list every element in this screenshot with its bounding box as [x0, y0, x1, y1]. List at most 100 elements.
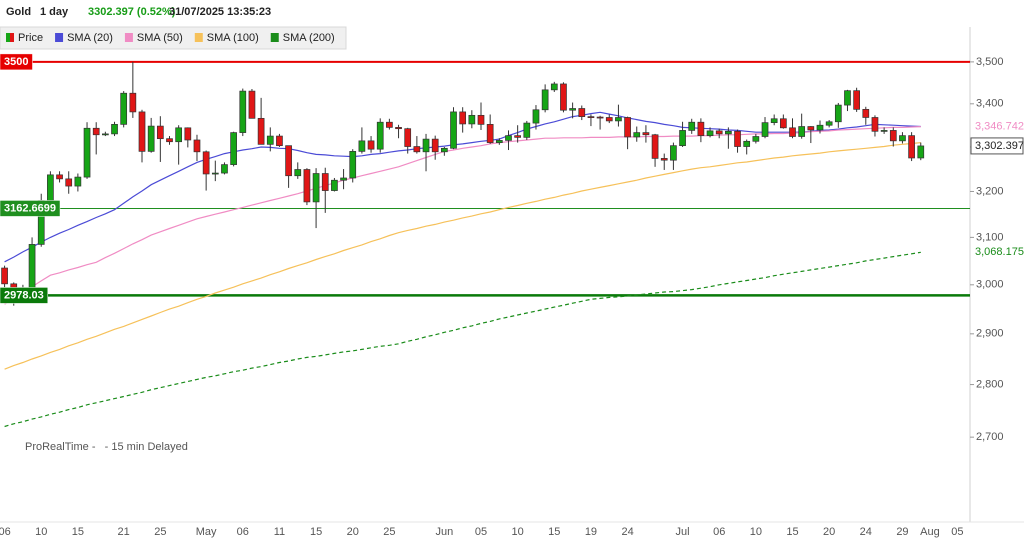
candle-body — [743, 140, 751, 147]
legend-label: SMA (20) — [67, 32, 113, 44]
x-tick-label: 05 — [951, 526, 963, 538]
value-label-box — [971, 118, 1023, 135]
candle-body — [853, 90, 860, 110]
candle-body — [651, 134, 659, 159]
candle-body — [303, 169, 311, 203]
legend-swatch — [55, 33, 64, 42]
candle-body — [257, 117, 265, 145]
candle-body — [706, 130, 714, 136]
candle-body — [248, 90, 256, 119]
candle-body — [779, 118, 787, 129]
candle-body — [807, 126, 815, 131]
candle-body — [266, 135, 274, 145]
x-tick-label: 10 — [512, 526, 524, 538]
x-tick-label: 06 — [0, 526, 11, 538]
candle-body — [193, 139, 201, 153]
x-tick-label: 15 — [786, 526, 798, 538]
x-tick-label: 19 — [585, 526, 597, 538]
value-label-box — [971, 244, 1023, 261]
x-tick-label: 24 — [860, 526, 872, 538]
candle-body — [532, 109, 540, 124]
candle-body — [221, 164, 228, 174]
y-tick-label: 3,400 — [976, 98, 1004, 110]
x-tick-label: 25 — [154, 526, 166, 538]
candle-body — [1, 267, 8, 285]
candle-body — [441, 147, 448, 153]
candle-body — [367, 140, 375, 150]
candle-body — [340, 177, 347, 181]
y-tick-label: 3,200 — [976, 185, 1004, 197]
candle-body — [349, 151, 357, 179]
x-tick-label: 15 — [548, 526, 560, 538]
x-tick-label: 25 — [383, 526, 395, 538]
candle-body — [74, 176, 82, 187]
candle-body — [834, 104, 842, 123]
candle-body — [459, 111, 467, 125]
value-label: 3,346.742 — [975, 121, 1024, 133]
x-tick-label: May — [196, 526, 217, 538]
candle-body — [156, 125, 164, 140]
x-tick-label: 21 — [118, 526, 130, 538]
x-tick-label: Jul — [676, 526, 690, 538]
x-tick-label: 20 — [823, 526, 835, 538]
x-tick-label: 10 — [750, 526, 762, 538]
candle-body — [725, 130, 732, 135]
candle-body — [889, 130, 897, 142]
y-tick-label: 2,800 — [976, 378, 1004, 390]
candle-body — [587, 116, 595, 118]
level-label: 2978.03 — [4, 289, 44, 301]
candle-body — [175, 127, 183, 143]
candle-body — [395, 127, 402, 130]
candle-body — [450, 111, 457, 149]
legend-label: SMA (200) — [283, 32, 335, 44]
source-note: ProRealTime - - 15 min Delayed — [25, 441, 188, 453]
level-label: 3500 — [4, 56, 28, 68]
legend-label: Price — [18, 32, 43, 44]
x-tick-label: 11 — [274, 526, 285, 538]
candle-body — [697, 121, 705, 136]
candle-body — [917, 145, 925, 159]
x-tick-label: 10 — [35, 526, 47, 538]
candle-body — [605, 117, 613, 122]
candle-body — [102, 133, 109, 136]
legend-swatch — [124, 33, 133, 42]
candle-body — [670, 145, 677, 161]
candle-body — [111, 124, 118, 135]
legend-label: SMA (50) — [137, 32, 183, 44]
y-tick-label: 3,500 — [976, 56, 1004, 68]
candle-body — [789, 127, 796, 137]
candle-body — [596, 116, 604, 119]
y-tick-label: 3,100 — [976, 231, 1004, 243]
legend-bar — [0, 26, 347, 50]
candle-body — [624, 117, 631, 138]
candle-body — [211, 172, 219, 175]
candle-body — [871, 117, 879, 132]
candle-body — [65, 178, 73, 187]
x-tick-label: Jun — [435, 526, 453, 538]
candle-body — [129, 92, 137, 113]
legend-swatch — [6, 33, 10, 42]
candle-body — [642, 132, 650, 136]
level-label-box — [0, 287, 49, 304]
candle-body — [578, 108, 586, 117]
value-label: 3,302.397 — [975, 140, 1024, 152]
timestamp: 31/07/2025 13:35:23 — [169, 6, 271, 18]
candle-body — [688, 121, 696, 131]
candle-body — [825, 121, 833, 126]
candle-body — [862, 108, 870, 118]
chart-title: Gold — [6, 6, 31, 18]
x-tick-label: 20 — [347, 526, 359, 538]
value-label: 3,068.175 — [975, 246, 1024, 258]
candle-body — [202, 151, 210, 175]
legend-swatch — [194, 33, 203, 42]
candle-body — [331, 179, 338, 191]
candle-body — [477, 114, 485, 125]
candle-body — [633, 132, 641, 138]
interval: 1 day — [40, 6, 69, 18]
candle-body — [92, 127, 100, 136]
candle-body — [468, 114, 476, 125]
candle-body — [679, 130, 686, 147]
